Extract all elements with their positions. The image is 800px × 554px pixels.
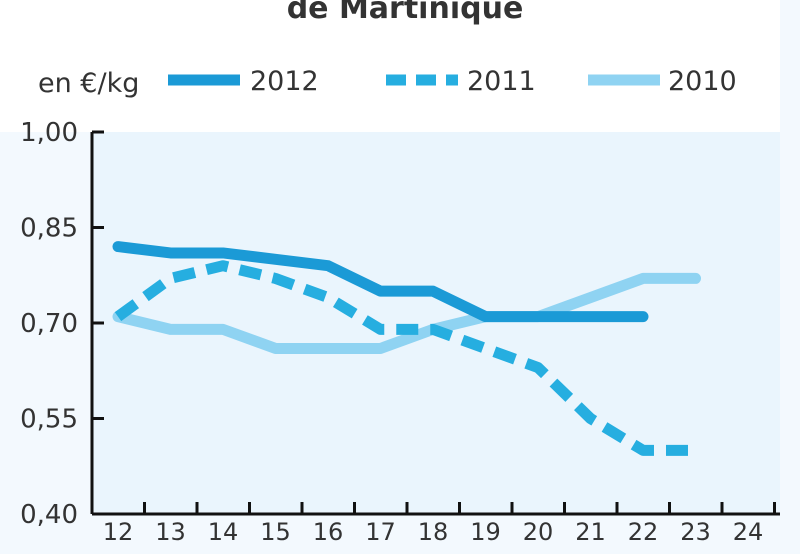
y-tick-label: 0,55 xyxy=(20,405,78,435)
x-tick-label: 20 xyxy=(523,518,554,546)
x-tick-label: 13 xyxy=(155,518,186,546)
legend: 2012 2011 2010 xyxy=(168,66,737,97)
y-tick-label: 0,70 xyxy=(20,309,78,339)
x-tick-label: 21 xyxy=(575,518,606,546)
x-tick-label: 22 xyxy=(628,518,659,546)
y-tick-label: 0,40 xyxy=(20,500,78,530)
x-tick-label: 24 xyxy=(733,518,764,546)
x-axis: 12 13 14 15 16 17 18 19 20 21 22 23 24 xyxy=(90,502,780,546)
x-tick-label: 23 xyxy=(680,518,711,546)
series-line-2011 xyxy=(114,260,696,456)
x-tick-label: 12 xyxy=(103,518,134,546)
header-background xyxy=(0,0,780,132)
x-tick-label: 17 xyxy=(365,518,396,546)
chart-title: de Martinique xyxy=(287,0,524,26)
x-tick-label: 19 xyxy=(470,518,501,546)
legend-label-2011: 2011 xyxy=(467,66,536,97)
series-line-2012 xyxy=(112,241,649,323)
x-tick-label: 14 xyxy=(208,518,239,546)
series-line-2010 xyxy=(112,272,701,354)
legend-label-2012: 2012 xyxy=(250,66,319,97)
x-tick-label: 15 xyxy=(260,518,291,546)
y-tick-label: 0,85 xyxy=(20,214,78,244)
x-tick-label: 16 xyxy=(313,518,344,546)
y-unit-label: en €/kg xyxy=(38,68,139,99)
legend-label-2010: 2010 xyxy=(668,66,737,97)
x-tick-label: 18 xyxy=(418,518,449,546)
series-layer xyxy=(112,241,701,456)
y-tick-label: 1,00 xyxy=(20,118,78,148)
